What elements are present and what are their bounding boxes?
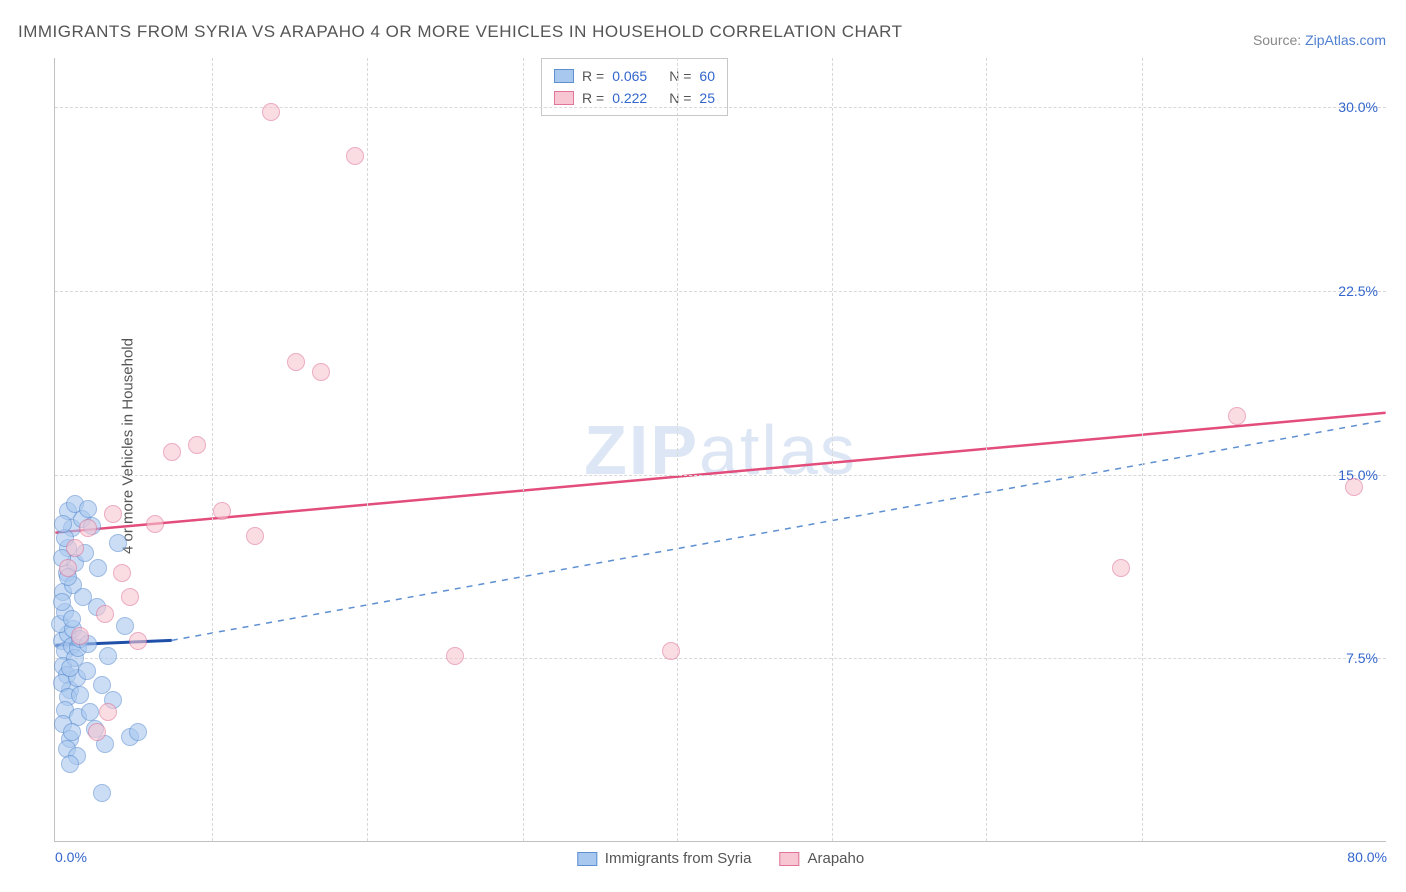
data-point: [104, 505, 122, 523]
data-point: [1228, 407, 1246, 425]
data-point: [71, 686, 89, 704]
data-point: [129, 632, 147, 650]
data-point: [213, 502, 231, 520]
data-point: [99, 647, 117, 665]
data-point: [93, 784, 111, 802]
data-point: [63, 723, 81, 741]
data-point: [71, 627, 89, 645]
data-point: [89, 559, 107, 577]
data-point: [1112, 559, 1130, 577]
n-label: N =: [669, 68, 691, 84]
data-point: [188, 436, 206, 454]
data-point: [78, 662, 96, 680]
data-point: [113, 564, 131, 582]
x-tick-label-max: 80.0%: [1347, 849, 1387, 865]
series-legend: Immigrants from Syria Arapaho: [577, 850, 864, 867]
data-point: [262, 103, 280, 121]
data-point: [446, 647, 464, 665]
stats-legend-row: R = 0.065 N = 60: [554, 65, 715, 87]
data-point: [96, 605, 114, 623]
data-point: [81, 703, 99, 721]
series-legend-item: Immigrants from Syria: [577, 850, 752, 867]
gridline-horizontal: [55, 475, 1386, 476]
chart-title: IMMIGRANTS FROM SYRIA VS ARAPAHO 4 OR MO…: [18, 22, 903, 42]
y-tick-label: 30.0%: [1338, 99, 1378, 115]
data-point: [66, 539, 84, 557]
gridline-vertical: [832, 58, 833, 841]
trend-lines-layer: [55, 58, 1386, 841]
gridline-vertical: [367, 58, 368, 841]
data-point: [79, 519, 97, 537]
scatter-plot-area: ZIPatlas R =0.065N =60R =0.222N =25 Immi…: [54, 58, 1386, 842]
gridline-vertical: [212, 58, 213, 841]
watermark-text: ZIPatlas: [584, 410, 857, 490]
y-tick-label: 22.5%: [1338, 283, 1378, 299]
gridline-vertical: [1142, 58, 1143, 841]
r-value: 0.065: [612, 68, 647, 84]
data-point: [287, 353, 305, 371]
n-value: 60: [699, 68, 715, 84]
data-point: [54, 515, 72, 533]
data-point: [74, 588, 92, 606]
data-point: [121, 588, 139, 606]
source-link[interactable]: ZipAtlas.com: [1305, 32, 1386, 48]
data-point: [79, 500, 97, 518]
r-label: R =: [582, 68, 604, 84]
gridline-vertical: [523, 58, 524, 841]
series-legend-label: Arapaho: [807, 850, 864, 867]
gridline-vertical: [986, 58, 987, 841]
data-point: [346, 147, 364, 165]
source-label: Source:: [1253, 32, 1305, 48]
n-label: N =: [669, 90, 691, 106]
series-legend-item: Arapaho: [779, 850, 864, 867]
gridline-horizontal: [55, 107, 1386, 108]
data-point: [246, 527, 264, 545]
n-value: 25: [699, 90, 715, 106]
data-point: [116, 617, 134, 635]
data-point: [99, 703, 117, 721]
data-point: [63, 610, 81, 628]
series-legend-label: Immigrants from Syria: [605, 850, 752, 867]
data-point: [61, 755, 79, 773]
x-tick-label-min: 0.0%: [55, 849, 87, 865]
data-point: [146, 515, 164, 533]
gridline-horizontal: [55, 658, 1386, 659]
r-value: 0.222: [612, 90, 647, 106]
data-point: [109, 534, 127, 552]
gridline-vertical: [677, 58, 678, 841]
legend-swatch: [554, 69, 574, 83]
data-point: [88, 723, 106, 741]
data-point: [129, 723, 147, 741]
data-point: [1345, 478, 1363, 496]
data-point: [662, 642, 680, 660]
legend-swatch: [577, 852, 597, 866]
r-label: R =: [582, 90, 604, 106]
data-point: [61, 659, 79, 677]
data-point: [53, 593, 71, 611]
data-point: [312, 363, 330, 381]
legend-swatch: [554, 91, 574, 105]
data-point: [59, 559, 77, 577]
legend-swatch: [779, 852, 799, 866]
stats-legend-row: R = 0.222 N = 25: [554, 87, 715, 109]
y-tick-label: 7.5%: [1346, 650, 1378, 666]
data-point: [163, 443, 181, 461]
gridline-horizontal: [55, 291, 1386, 292]
source-attribution: Source: ZipAtlas.com: [1253, 32, 1386, 48]
